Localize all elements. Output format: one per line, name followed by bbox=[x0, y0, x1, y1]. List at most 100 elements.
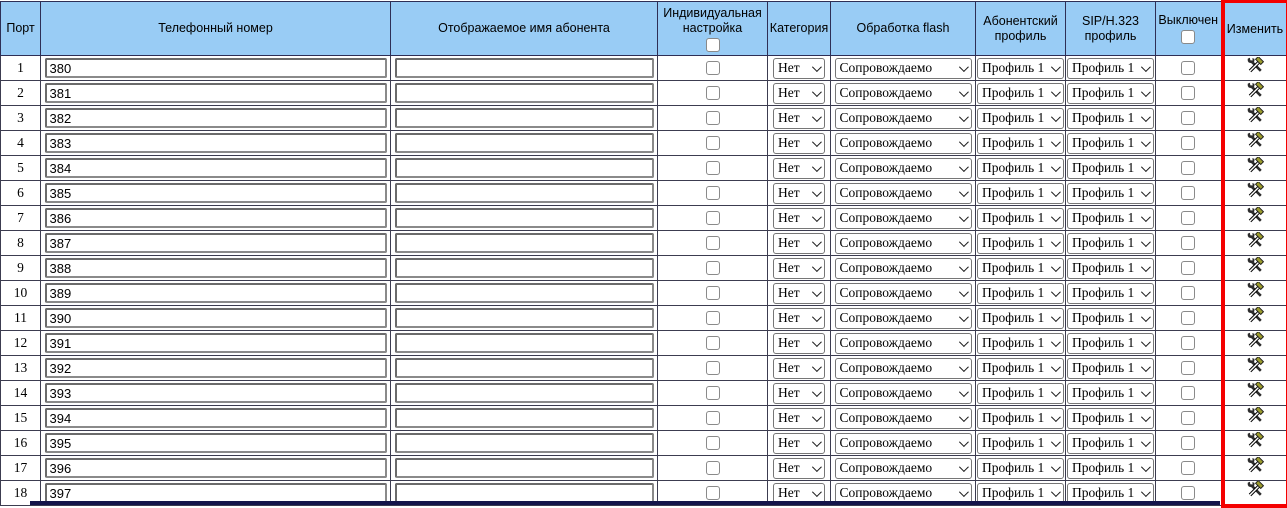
edit-button[interactable] bbox=[1247, 282, 1264, 299]
sip-profile-select[interactable]: Профиль 1 bbox=[1067, 333, 1154, 354]
sip-profile-select[interactable]: Профиль 1 bbox=[1067, 208, 1154, 229]
category-select[interactable]: Нет bbox=[773, 383, 825, 404]
category-select[interactable]: Нет bbox=[773, 333, 825, 354]
display-name-input[interactable] bbox=[395, 358, 654, 378]
edit-button[interactable] bbox=[1247, 82, 1264, 99]
category-select[interactable]: Нет bbox=[773, 233, 825, 254]
edit-button[interactable] bbox=[1247, 182, 1264, 199]
display-name-input[interactable] bbox=[395, 458, 654, 478]
individual-checkbox[interactable] bbox=[706, 261, 720, 275]
display-name-input[interactable] bbox=[395, 58, 654, 78]
individual-checkbox[interactable] bbox=[706, 336, 720, 350]
subscriber-profile-select[interactable]: Профиль 1 bbox=[977, 133, 1064, 154]
display-name-input[interactable] bbox=[395, 483, 654, 503]
edit-button[interactable] bbox=[1247, 332, 1264, 349]
display-name-input[interactable] bbox=[395, 158, 654, 178]
phone-number-input[interactable] bbox=[45, 458, 387, 478]
disabled-checkbox[interactable] bbox=[1181, 136, 1195, 150]
individual-checkbox[interactable] bbox=[706, 136, 720, 150]
phone-number-input[interactable] bbox=[45, 433, 387, 453]
category-select[interactable]: Нет bbox=[773, 408, 825, 429]
subscriber-profile-select[interactable]: Профиль 1 bbox=[977, 233, 1064, 254]
phone-number-input[interactable] bbox=[45, 208, 387, 228]
disabled-checkbox[interactable] bbox=[1181, 486, 1195, 500]
disabled-checkbox[interactable] bbox=[1181, 336, 1195, 350]
sip-profile-select[interactable]: Профиль 1 bbox=[1067, 408, 1154, 429]
display-name-input[interactable] bbox=[395, 433, 654, 453]
display-name-input[interactable] bbox=[395, 383, 654, 403]
individual-select-all-checkbox[interactable] bbox=[706, 38, 720, 52]
phone-number-input[interactable] bbox=[45, 133, 387, 153]
category-select[interactable]: Нет bbox=[773, 258, 825, 279]
sip-profile-select[interactable]: Профиль 1 bbox=[1067, 433, 1154, 454]
edit-button[interactable] bbox=[1247, 357, 1264, 374]
individual-checkbox[interactable] bbox=[706, 386, 720, 400]
disabled-checkbox[interactable] bbox=[1181, 211, 1195, 225]
edit-button[interactable] bbox=[1247, 207, 1264, 224]
individual-checkbox[interactable] bbox=[706, 236, 720, 250]
sip-profile-select[interactable]: Профиль 1 bbox=[1067, 358, 1154, 379]
disabled-checkbox[interactable] bbox=[1181, 411, 1195, 425]
disabled-checkbox[interactable] bbox=[1181, 111, 1195, 125]
flash-handling-select[interactable]: Сопровождаемо bbox=[835, 433, 972, 454]
flash-handling-select[interactable]: Сопровождаемо bbox=[835, 308, 972, 329]
phone-number-input[interactable] bbox=[45, 258, 387, 278]
subscriber-profile-select[interactable]: Профиль 1 bbox=[977, 108, 1064, 129]
individual-checkbox[interactable] bbox=[706, 211, 720, 225]
disabled-checkbox[interactable] bbox=[1181, 236, 1195, 250]
display-name-input[interactable] bbox=[395, 333, 654, 353]
display-name-input[interactable] bbox=[395, 233, 654, 253]
edit-button[interactable] bbox=[1247, 432, 1264, 449]
phone-number-input[interactable] bbox=[45, 333, 387, 353]
phone-number-input[interactable] bbox=[45, 108, 387, 128]
flash-handling-select[interactable]: Сопровождаемо bbox=[835, 108, 972, 129]
edit-button[interactable] bbox=[1247, 457, 1264, 474]
disabled-checkbox[interactable] bbox=[1181, 311, 1195, 325]
display-name-input[interactable] bbox=[395, 83, 654, 103]
phone-number-input[interactable] bbox=[45, 483, 387, 503]
sip-profile-select[interactable]: Профиль 1 bbox=[1067, 308, 1154, 329]
subscriber-profile-select[interactable]: Профиль 1 bbox=[977, 358, 1064, 379]
individual-checkbox[interactable] bbox=[706, 411, 720, 425]
individual-checkbox[interactable] bbox=[706, 361, 720, 375]
flash-handling-select[interactable]: Сопровождаемо bbox=[835, 283, 972, 304]
disabled-checkbox[interactable] bbox=[1181, 386, 1195, 400]
disabled-select-all-checkbox[interactable] bbox=[1181, 30, 1195, 44]
phone-number-input[interactable] bbox=[45, 383, 387, 403]
individual-checkbox[interactable] bbox=[706, 486, 720, 500]
edit-button[interactable] bbox=[1247, 481, 1264, 498]
display-name-input[interactable] bbox=[395, 408, 654, 428]
subscriber-profile-select[interactable]: Профиль 1 bbox=[977, 183, 1064, 204]
phone-number-input[interactable] bbox=[45, 183, 387, 203]
disabled-checkbox[interactable] bbox=[1181, 461, 1195, 475]
phone-number-input[interactable] bbox=[45, 58, 387, 78]
disabled-checkbox[interactable] bbox=[1181, 186, 1195, 200]
phone-number-input[interactable] bbox=[45, 233, 387, 253]
category-select[interactable]: Нет bbox=[773, 83, 825, 104]
category-select[interactable]: Нет bbox=[773, 283, 825, 304]
category-select[interactable]: Нет bbox=[773, 158, 825, 179]
individual-checkbox[interactable] bbox=[706, 161, 720, 175]
subscriber-profile-select[interactable]: Профиль 1 bbox=[977, 158, 1064, 179]
display-name-input[interactable] bbox=[395, 208, 654, 228]
category-select[interactable]: Нет bbox=[773, 58, 825, 79]
individual-checkbox[interactable] bbox=[706, 436, 720, 450]
display-name-input[interactable] bbox=[395, 308, 654, 328]
phone-number-input[interactable] bbox=[45, 358, 387, 378]
subscriber-profile-select[interactable]: Профиль 1 bbox=[977, 83, 1064, 104]
edit-button[interactable] bbox=[1247, 232, 1264, 249]
flash-handling-select[interactable]: Сопровождаемо bbox=[835, 58, 972, 79]
subscriber-profile-select[interactable]: Профиль 1 bbox=[977, 283, 1064, 304]
subscriber-profile-select[interactable]: Профиль 1 bbox=[977, 258, 1064, 279]
flash-handling-select[interactable]: Сопровождаемо bbox=[835, 83, 972, 104]
display-name-input[interactable] bbox=[395, 258, 654, 278]
flash-handling-select[interactable]: Сопровождаемо bbox=[835, 158, 972, 179]
phone-number-input[interactable] bbox=[45, 83, 387, 103]
individual-checkbox[interactable] bbox=[706, 311, 720, 325]
flash-handling-select[interactable]: Сопровождаемо bbox=[835, 383, 972, 404]
flash-handling-select[interactable]: Сопровождаемо bbox=[835, 358, 972, 379]
flash-handling-select[interactable]: Сопровождаемо bbox=[835, 133, 972, 154]
sip-profile-select[interactable]: Профиль 1 bbox=[1067, 258, 1154, 279]
disabled-checkbox[interactable] bbox=[1181, 436, 1195, 450]
phone-number-input[interactable] bbox=[45, 408, 387, 428]
